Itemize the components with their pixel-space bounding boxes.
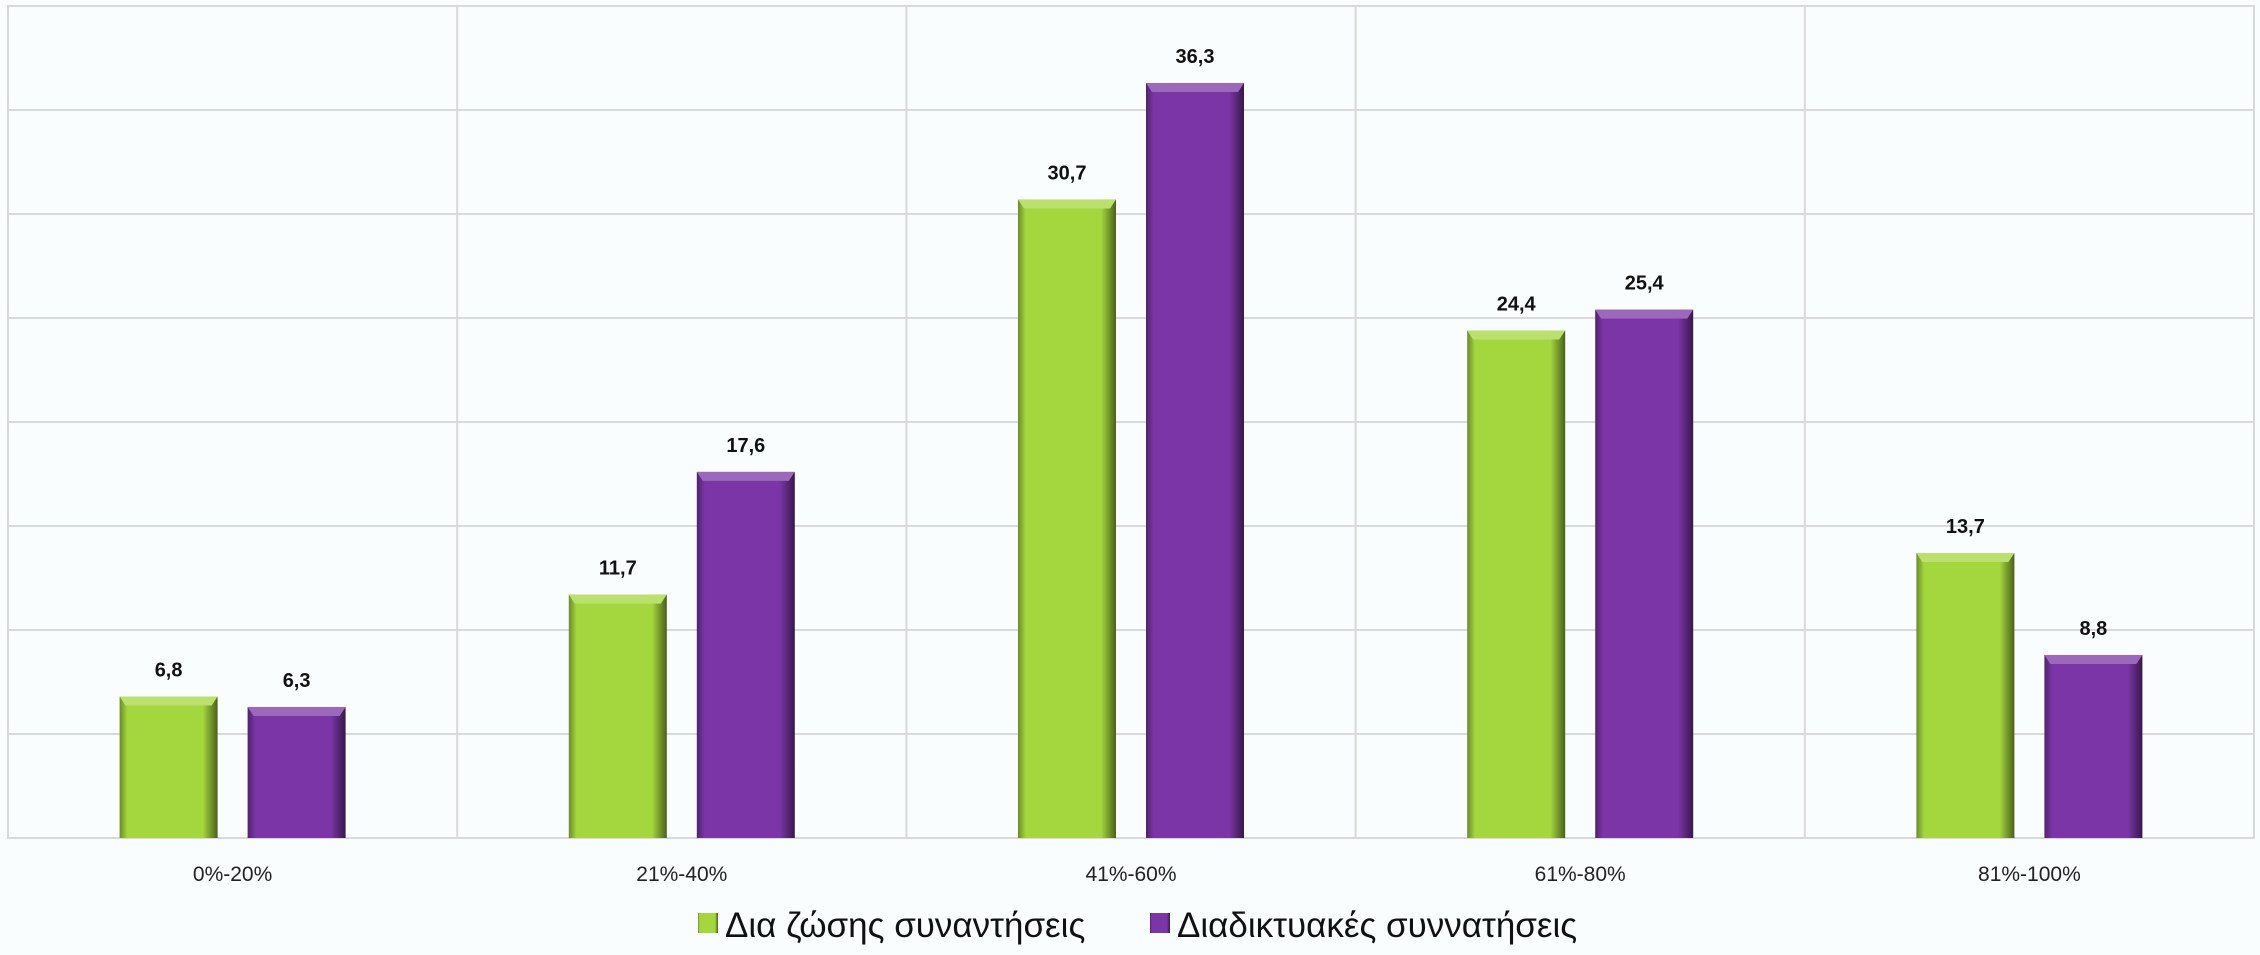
legend-item: Δια ζώσης συναντήσεις — [698, 906, 1085, 945]
legend-label: Δια ζώσης συναντήσεις — [725, 906, 1085, 945]
legend-swatch — [1150, 913, 1170, 933]
data-label: 24,4 — [1497, 293, 1537, 315]
x-tick-label: 21%-40% — [636, 863, 727, 886]
data-label: 11,7 — [599, 558, 637, 580]
legend-label: Διαδικτυακές συννατήσεις — [1177, 906, 1577, 945]
bar — [568, 594, 667, 838]
bar — [1018, 199, 1116, 838]
bar — [696, 471, 795, 838]
bar — [1146, 82, 1244, 838]
grid-layer — [7, 5, 2255, 839]
x-tick-label: 41%-60% — [1085, 863, 1176, 886]
data-label: 6,3 — [283, 670, 311, 692]
bar — [1595, 309, 1694, 838]
legend-item: Διαδικτυακές συννατήσεις — [1150, 906, 1577, 945]
legend-swatch — [698, 913, 718, 933]
x-tick-label: 81%-100% — [1978, 863, 2081, 886]
data-label: 6,8 — [155, 660, 183, 682]
data-label: 8,8 — [2079, 618, 2107, 640]
data-label: 17,6 — [726, 435, 765, 457]
bar — [1467, 330, 1566, 838]
data-labels-layer: 6,8 6,3 11,7 17,6 30,7 36,3 24,4 25,4 13,7 8,8 — [155, 46, 2108, 692]
data-label: 36,3 — [1176, 46, 1215, 68]
data-label: 25,4 — [1625, 273, 1665, 295]
data-label: 13,7 — [1946, 516, 1985, 538]
x-tick-label: 61%-80% — [1535, 863, 1626, 886]
x-tick-label: 0%-20% — [193, 863, 272, 886]
bar — [1916, 553, 2015, 838]
legend: Δια ζώσης συναντήσεις Διαδικτυακές συννατ… — [698, 906, 1577, 945]
data-label: 30,7 — [1048, 162, 1087, 184]
bar — [247, 706, 346, 838]
x-tick-labels-layer: 0%-20% 21%-40% 41%-60% 61%-80% 81%-100% — [193, 863, 2081, 886]
bar — [119, 696, 218, 838]
bars-layer — [119, 82, 2143, 838]
bar — [2044, 654, 2143, 838]
